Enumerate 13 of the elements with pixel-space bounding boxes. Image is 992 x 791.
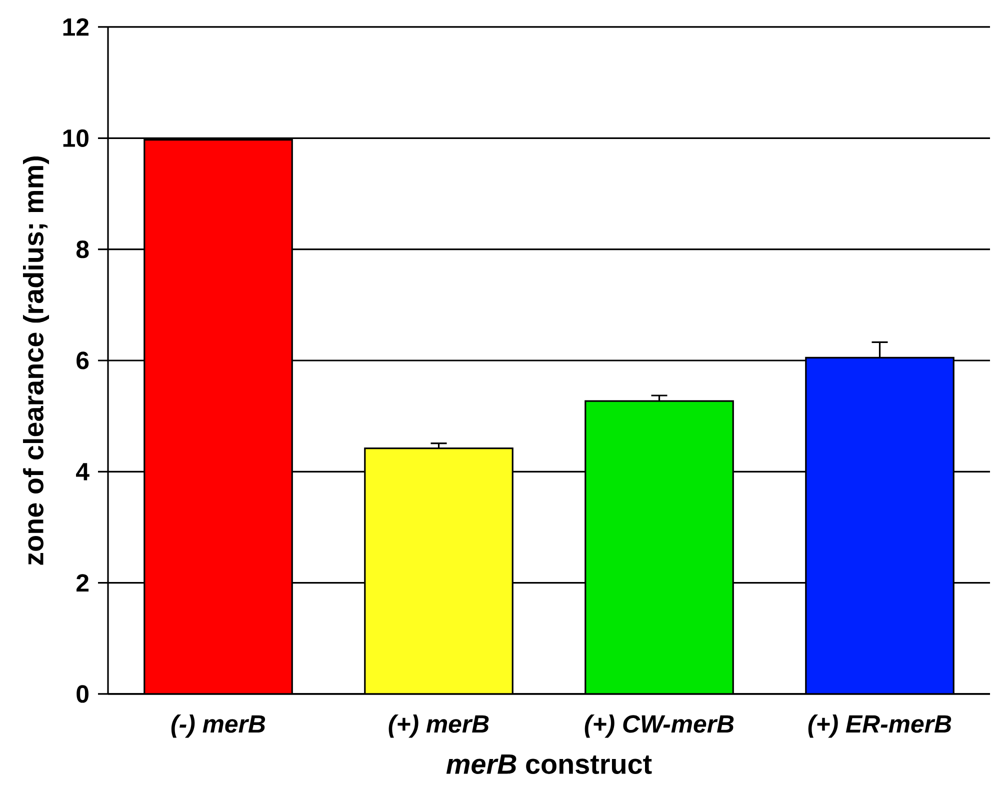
x-axis-title: merB construct	[446, 754, 652, 774]
y-tick-label: 8	[76, 240, 89, 258]
y-tick-label: 2	[76, 574, 89, 592]
y-tick-label: 4	[76, 463, 90, 480]
x-tick-label: (-) merB	[171, 714, 266, 738]
y-tick-label: 6	[76, 352, 89, 370]
x-tick-label: (+) merB	[388, 714, 489, 738]
y-axis-title: zone of clearance (radius; mm)	[23, 156, 49, 565]
y-tick-label: 0	[76, 685, 88, 703]
x-tick-label: (+) CW-merB	[584, 714, 734, 738]
x-tick-label: (+) ER-merB	[808, 714, 952, 738]
y-tick-label: 10	[63, 129, 88, 147]
y-tick-label: 12	[63, 18, 89, 36]
